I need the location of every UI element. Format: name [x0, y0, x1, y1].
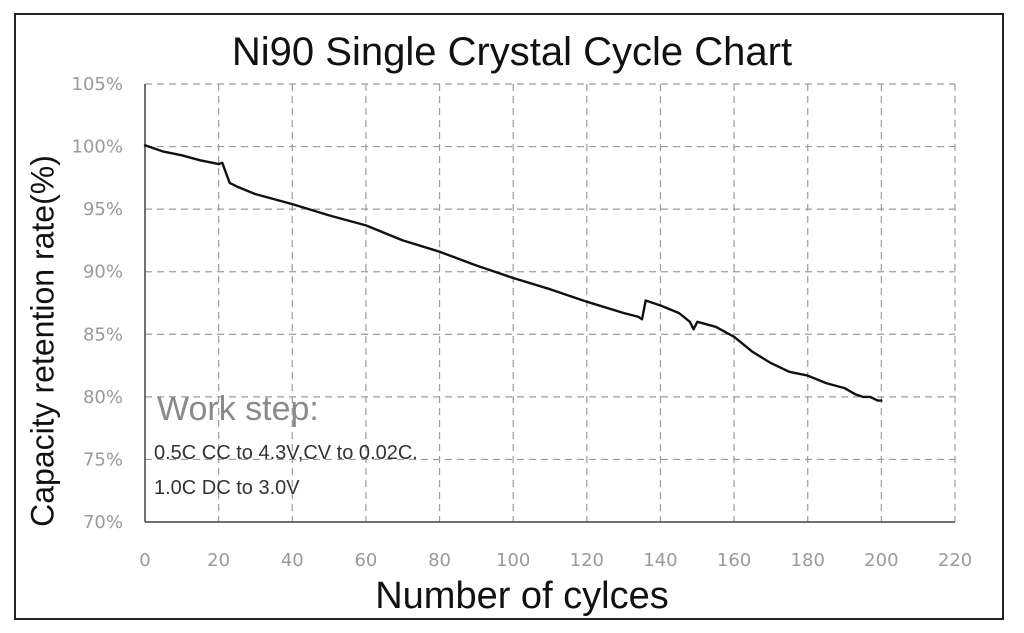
- x-tick-labels: 0 20 40 60 80 100 120 140 160 180 200 220: [139, 550, 972, 571]
- x-tick-label: 200: [864, 550, 898, 571]
- x-tick-label: 160: [717, 550, 751, 571]
- capacity-retention-line: [143, 144, 883, 402]
- x-tick-label: 140: [643, 550, 677, 571]
- y-axis-label: Capacity retention rate(%): [24, 155, 61, 527]
- y-tick-label: 100%: [72, 137, 123, 158]
- y-tick-label: 80%: [83, 387, 123, 408]
- y-tick-label: 70%: [83, 512, 123, 533]
- x-tick-label: 20: [207, 550, 230, 571]
- x-tick-label: 180: [791, 550, 825, 571]
- x-tick-label: 220: [938, 550, 972, 571]
- series-group: [143, 144, 883, 402]
- x-tick-label: 80: [428, 550, 451, 571]
- annotation: Work step: 0.5C CC to 4.3V,CV to 0.02C. …: [154, 390, 418, 499]
- y-tick-labels: 70% 75% 80% 85% 90% 95% 100% 105%: [72, 74, 123, 533]
- y-tick-label: 105%: [72, 74, 123, 95]
- x-axis-label: Number of cylces: [375, 575, 669, 617]
- annotation-line-2: 1.0C DC to 3.0V: [154, 477, 300, 499]
- chart-title: Ni90 Single Crystal Cycle Chart: [231, 30, 793, 74]
- x-tick-label: 120: [570, 550, 604, 571]
- chart-frame: [14, 13, 1004, 620]
- annotation-line-1: 0.5C CC to 4.3V,CV to 0.02C.: [154, 442, 418, 464]
- axes: [144, 84, 955, 523]
- x-tick-label: 40: [281, 550, 304, 571]
- x-tick-label: 60: [354, 550, 377, 571]
- y-tick-label: 85%: [83, 324, 123, 345]
- y-tick-label: 95%: [83, 199, 123, 220]
- y-tick-label: 90%: [83, 262, 123, 283]
- x-tick-label: 0: [139, 550, 150, 571]
- annotation-heading: Work step:: [157, 390, 319, 428]
- y-tick-label: 75%: [83, 449, 123, 470]
- grid: [145, 83, 956, 522]
- x-tick-label: 100: [496, 550, 530, 571]
